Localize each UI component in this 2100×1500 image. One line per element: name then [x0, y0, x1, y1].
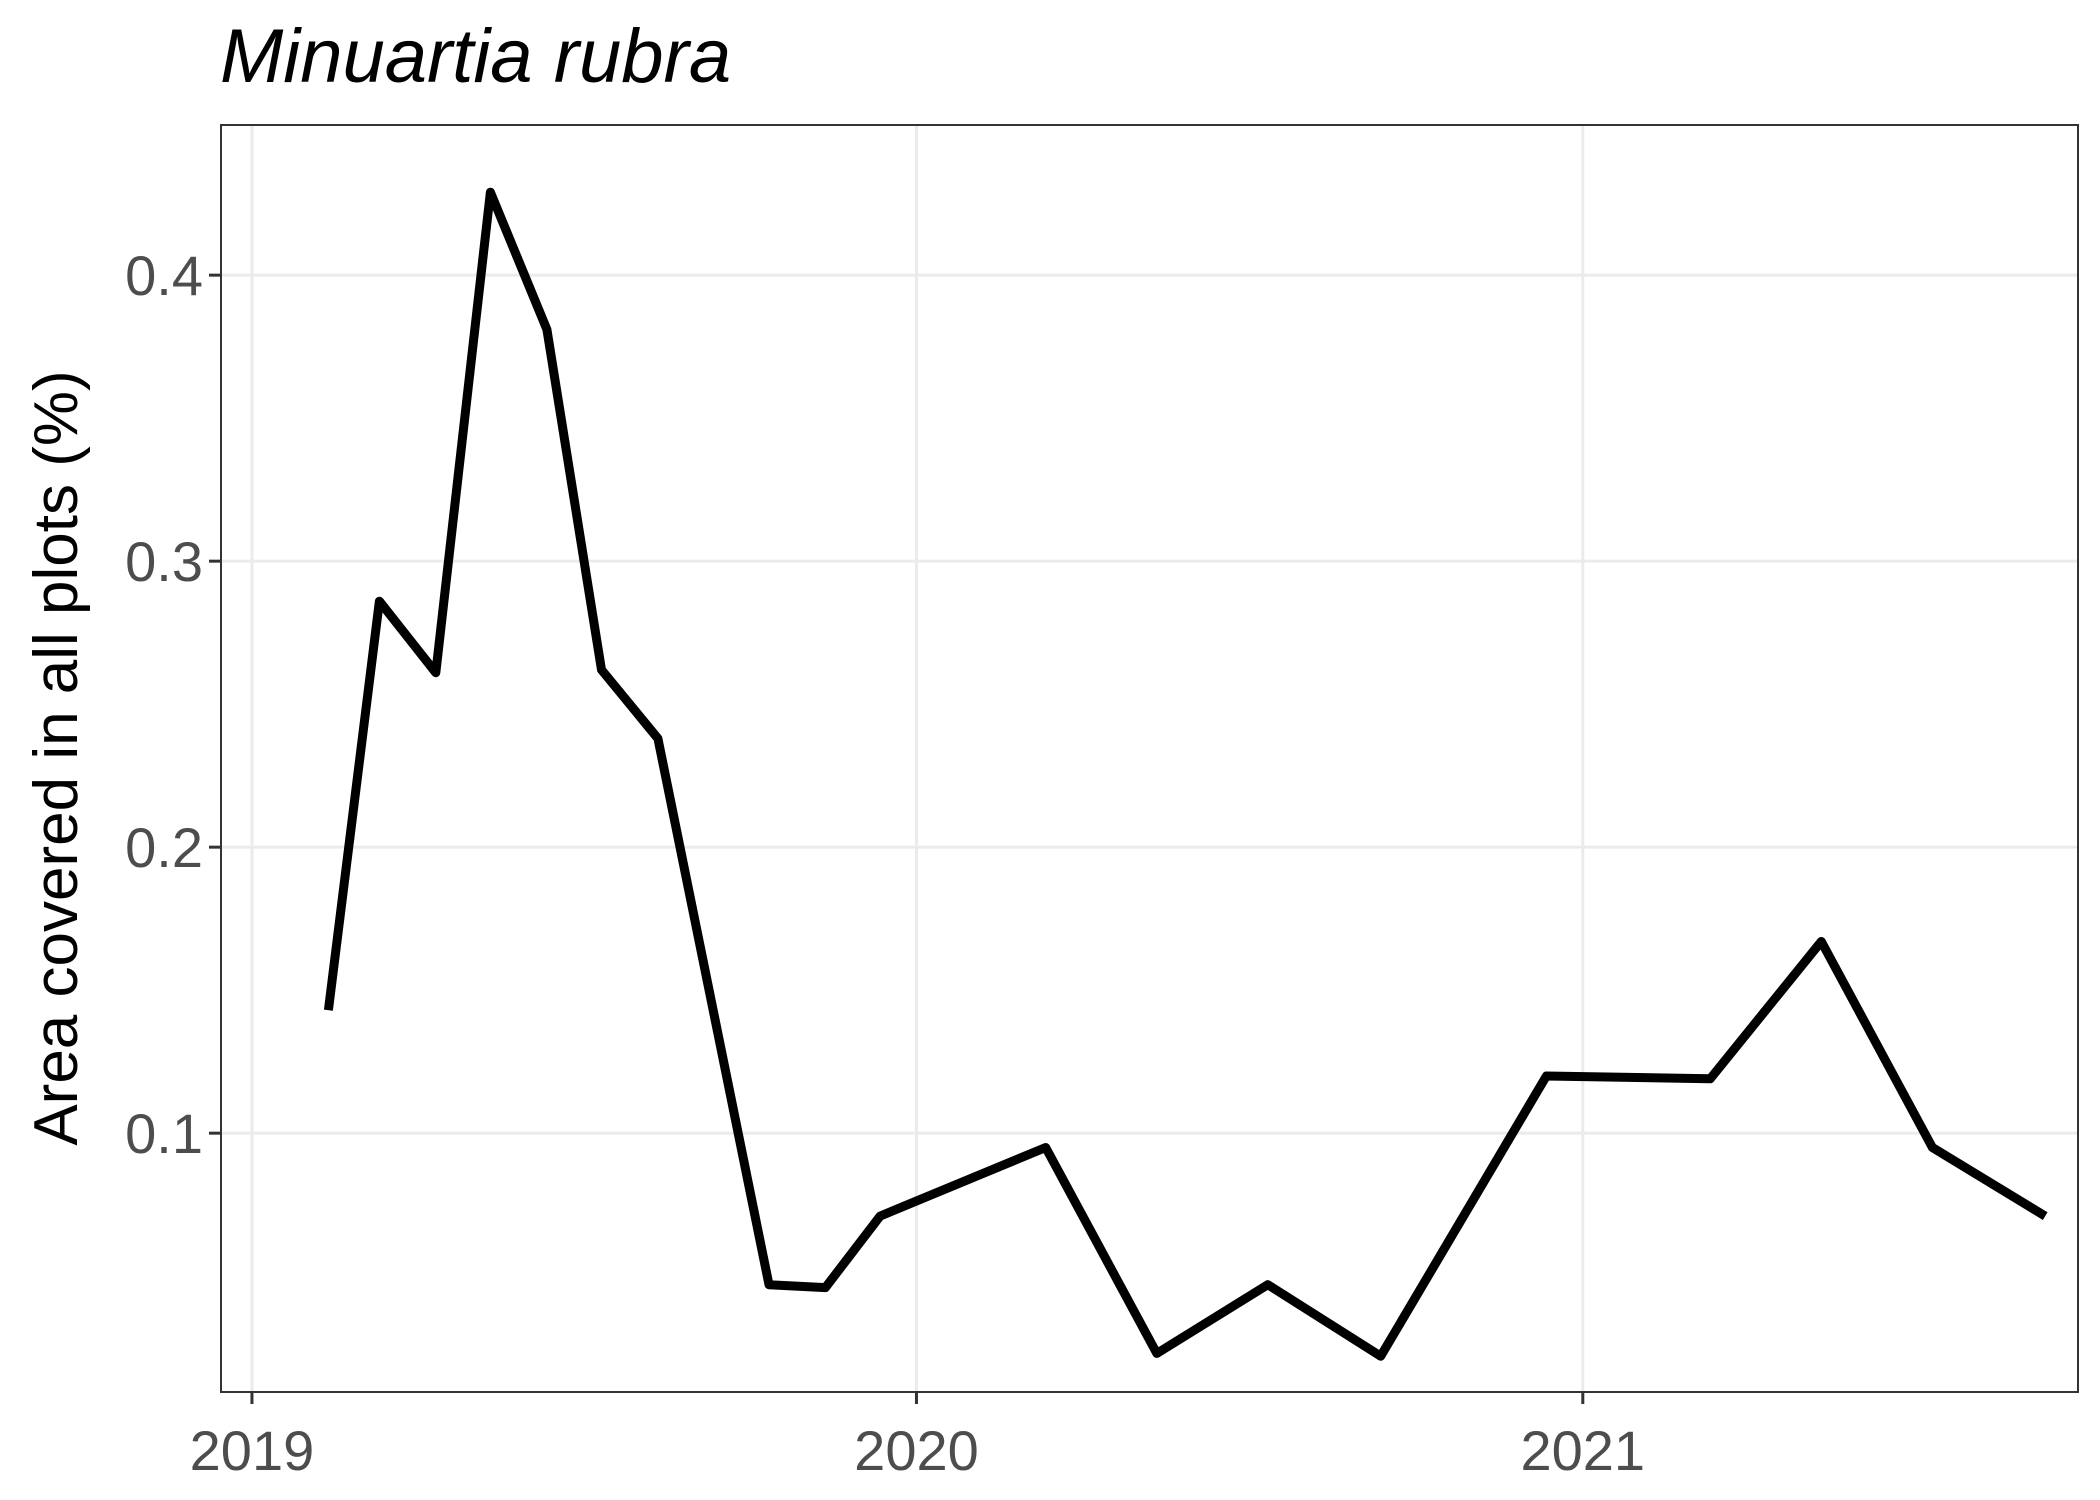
series-line — [323, 187, 2048, 1361]
y-grid-lines — [221, 273, 2078, 1135]
y-tick-label: 0.1 — [125, 1102, 203, 1165]
y-axis-ticks: 0.1 0.2 0.3 0.4 — [125, 244, 221, 1165]
series-point — [543, 326, 551, 334]
chart-title: Minuartia rubra — [220, 14, 731, 99]
y-tick-label: 0.2 — [125, 816, 203, 879]
series-point — [486, 188, 494, 196]
x-tick-label: 2021 — [1521, 1419, 1646, 1482]
y-axis-label: Area covered in all plots (%) — [22, 370, 91, 1145]
series-point — [324, 1006, 332, 1014]
series-point — [432, 669, 440, 677]
series-point — [1042, 1144, 1050, 1152]
series-point — [1153, 1349, 1161, 1357]
series-point — [375, 597, 383, 605]
x-axis-ticks: 2019 2020 2021 — [190, 1392, 1645, 1482]
series-point — [1377, 1352, 1385, 1360]
panel-border — [220, 124, 2079, 1393]
series-point — [2041, 1212, 2049, 1220]
y-tick-label: 0.3 — [125, 530, 203, 593]
series-point — [1706, 1075, 1714, 1083]
series-point — [1817, 938, 1825, 946]
x-grid-lines — [250, 125, 1585, 1392]
series-point — [1928, 1144, 1936, 1152]
series-point — [598, 666, 606, 674]
x-tick-label: 2020 — [854, 1419, 979, 1482]
x-tick-label: 2019 — [190, 1419, 315, 1482]
series-point — [821, 1284, 829, 1292]
series-point — [1542, 1072, 1550, 1080]
series-point — [654, 735, 662, 743]
series-point — [765, 1281, 773, 1289]
y-tick-label: 0.4 — [125, 244, 203, 307]
series-points — [324, 188, 2049, 1360]
series-point — [876, 1212, 884, 1220]
series-point — [1264, 1281, 1272, 1289]
